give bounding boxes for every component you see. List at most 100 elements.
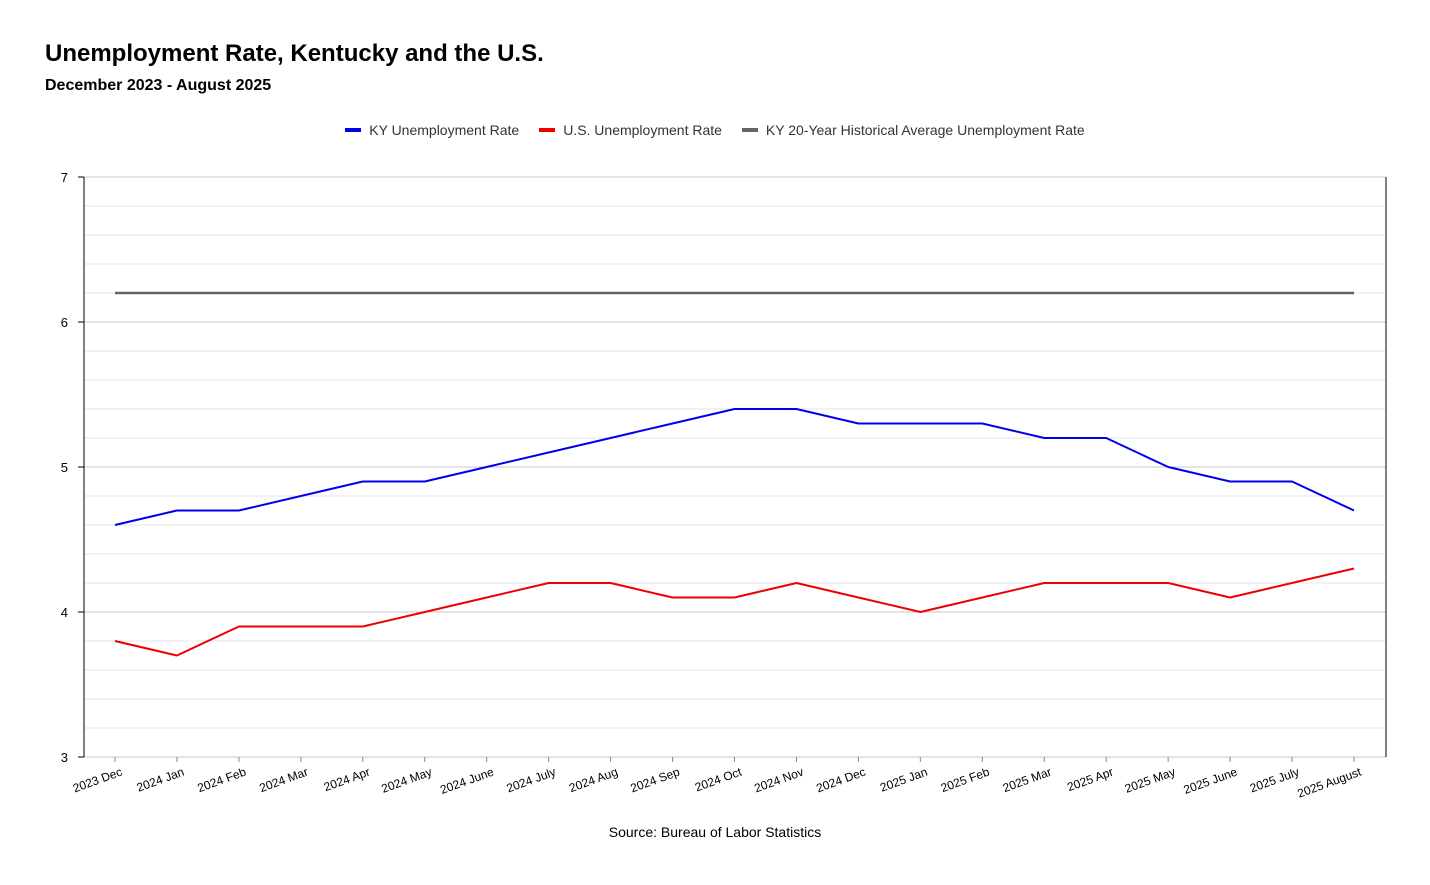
x-tick-label-0: 2023 Dec xyxy=(71,765,124,796)
series-line-us-point-2 xyxy=(236,624,241,629)
series-line-us-point-14 xyxy=(980,595,985,600)
legend-item-ky[interactable]: KY Unemployment Rate xyxy=(345,122,519,138)
x-tick-label-15: 2025 Mar xyxy=(1001,765,1053,795)
x-tick-label-2: 2024 Feb xyxy=(195,765,248,796)
series-line-ky-point-11 xyxy=(794,407,799,412)
x-tick-label-9: 2024 Sep xyxy=(628,765,681,796)
x-tick-label-16: 2025 Apr xyxy=(1065,765,1115,795)
chart-subtitle: December 2023 - August 2025 xyxy=(45,77,272,94)
series-line-ky-average-point-1 xyxy=(174,291,179,296)
series-line-ky-point-2 xyxy=(236,508,241,513)
legend-swatch-us xyxy=(539,128,556,132)
x-tick-label-1: 2024 Jan xyxy=(135,765,186,795)
legend-item-us[interactable]: U.S. Unemployment Rate xyxy=(539,122,722,138)
series-line-ky xyxy=(114,408,1355,526)
legend-label-ky-average: KY 20-Year Historical Average Unemployme… xyxy=(765,122,1085,138)
series-line-us-point-7 xyxy=(546,581,551,586)
series-line-us-point-0 xyxy=(113,639,118,644)
x-tick-label-18: 2025 June xyxy=(1182,765,1240,797)
series-line-ky-point-5 xyxy=(422,479,427,484)
series-line-ky-point-13 xyxy=(918,421,923,426)
x-tick-label-5: 2024 May xyxy=(379,765,433,796)
legend-swatch-ky xyxy=(345,128,362,132)
series-line-ky-average-point-9 xyxy=(670,291,675,296)
legend-label-us: U.S. Unemployment Rate xyxy=(563,122,722,138)
series-line-ky-average-point-20 xyxy=(1352,291,1357,296)
series-line-ky-point-18 xyxy=(1228,479,1233,484)
series-line-ky-point-3 xyxy=(298,494,303,499)
series-line-us-point-13 xyxy=(918,610,923,615)
x-tick-label-17: 2025 May xyxy=(1123,765,1177,796)
y-tick-label-1: 4 xyxy=(61,605,68,620)
series-line-us-point-18 xyxy=(1228,595,1233,600)
series-line-ky-point-10 xyxy=(732,407,737,412)
y-tick-label-2: 5 xyxy=(61,460,68,475)
series-line-us-point-3 xyxy=(298,624,303,629)
series-line-ky-point-19 xyxy=(1290,479,1295,484)
series-line-ky-average-point-17 xyxy=(1166,291,1171,296)
series-line-ky-point-0 xyxy=(113,523,118,528)
x-tick-label-6: 2024 June xyxy=(438,765,496,797)
x-tick-label-7: 2024 July xyxy=(505,765,558,796)
series-line-ky-average-point-7 xyxy=(546,291,551,296)
series-line-ky-point-17 xyxy=(1166,465,1171,470)
series-line-us-point-8 xyxy=(608,581,613,586)
series-line-ky-point-1 xyxy=(174,508,179,513)
series-line-us-point-1 xyxy=(174,653,179,658)
x-tick-label-8: 2024 Aug xyxy=(567,765,619,796)
x-tick-label-19: 2025 July xyxy=(1248,765,1301,796)
series-line-ky-average-point-16 xyxy=(1104,291,1109,296)
series-line-ky-average-point-19 xyxy=(1290,291,1295,296)
series-line-ky-average-point-6 xyxy=(484,291,489,296)
series-line-us xyxy=(114,567,1355,657)
series-line-ky-average-point-2 xyxy=(236,291,241,296)
x-tick-label-3: 2024 Mar xyxy=(257,765,309,795)
x-tick-label-12: 2024 Dec xyxy=(814,765,867,796)
series-line-ky-point-7 xyxy=(546,450,551,455)
y-tick-label-4: 7 xyxy=(61,170,68,185)
series-line-ky-average-point-13 xyxy=(918,291,923,296)
series-line-ky-point-12 xyxy=(856,421,861,426)
series-line-ky-average-point-0 xyxy=(113,291,118,296)
series-line-us-point-17 xyxy=(1166,581,1171,586)
chart-title: Unemployment Rate, Kentucky and the U.S. xyxy=(45,40,544,67)
legend-label-ky: KY Unemployment Rate xyxy=(369,122,520,138)
x-tick-label-20: 2025 August xyxy=(1296,764,1364,800)
series-line-ky-point-8 xyxy=(608,436,613,441)
series-line-ky-point-4 xyxy=(360,479,365,484)
series-line-us-point-6 xyxy=(484,595,489,600)
series-line-ky-point-14 xyxy=(980,421,985,426)
series-line-ky-average-point-5 xyxy=(422,291,427,296)
series-line-ky-point-20 xyxy=(1352,508,1357,513)
x-tick-label-4: 2024 Apr xyxy=(322,765,372,795)
series-line-us-point-15 xyxy=(1042,581,1047,586)
series-line-ky-point-9 xyxy=(670,421,675,426)
series-line-ky-point-15 xyxy=(1042,436,1047,441)
series-line-ky-average-point-3 xyxy=(298,291,303,296)
legend-swatch-ky-average xyxy=(741,128,758,132)
series-line-ky-average-point-15 xyxy=(1042,291,1047,296)
series-line-ky-average-point-11 xyxy=(794,291,799,296)
series-line-us-point-11 xyxy=(794,581,799,586)
series-line-us-point-5 xyxy=(422,610,427,615)
series-line-us-point-19 xyxy=(1290,581,1295,586)
series-line-ky-average-point-8 xyxy=(608,291,613,296)
series-line-us-point-9 xyxy=(670,595,675,600)
x-tick-label-11: 2024 Nov xyxy=(752,765,805,796)
series-line-ky-average-point-14 xyxy=(980,291,985,296)
series-line-ky-average-point-10 xyxy=(732,291,737,296)
series-line-us-point-20 xyxy=(1352,566,1357,571)
chart-source: Source: Bureau of Labor Statistics xyxy=(608,824,822,840)
series-line-us-point-16 xyxy=(1104,581,1109,586)
series-line-ky-point-6 xyxy=(484,465,489,470)
series-line-us-point-4 xyxy=(360,624,365,629)
y-tick-label-0: 3 xyxy=(61,750,68,765)
series-line-ky-average-point-12 xyxy=(856,291,861,296)
legend-item-ky-average[interactable]: KY 20-Year Historical Average Unemployme… xyxy=(741,122,1085,138)
x-tick-label-13: 2025 Jan xyxy=(878,765,929,795)
y-tick-label-3: 6 xyxy=(61,315,68,330)
series-line-ky-point-16 xyxy=(1104,436,1109,441)
series-line-ky-average-point-4 xyxy=(360,291,365,296)
series-line-us-point-10 xyxy=(732,595,737,600)
